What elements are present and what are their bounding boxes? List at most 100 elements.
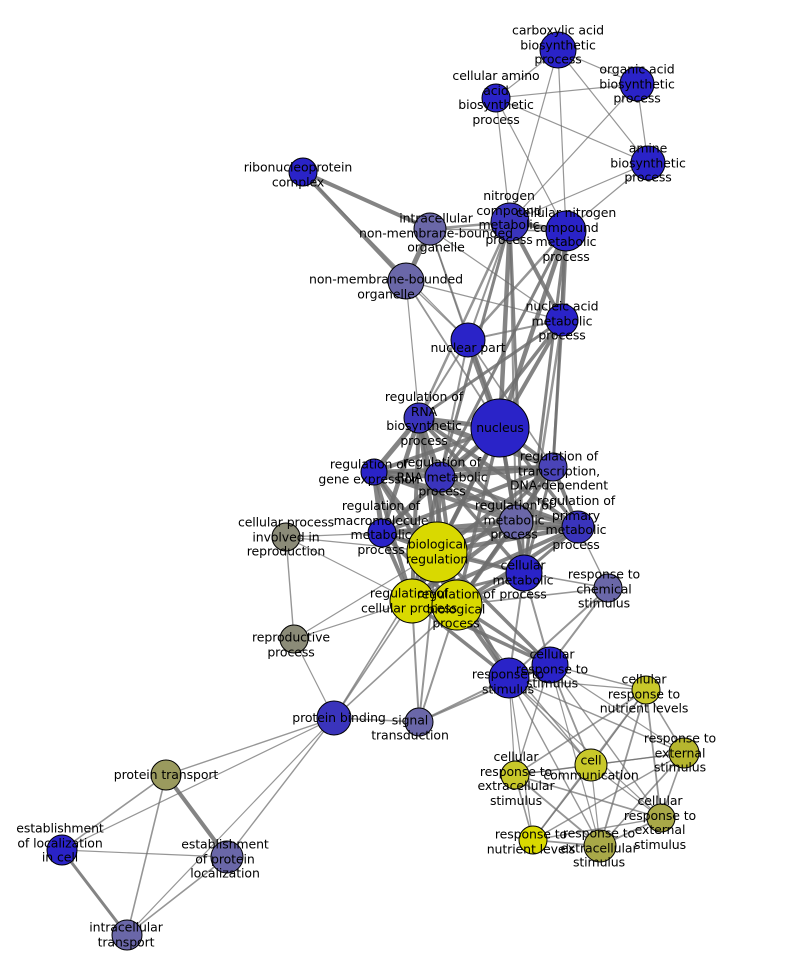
graph-node[interactable] (431, 579, 483, 631)
graph-edge[interactable] (549, 664, 662, 819)
graph-edge[interactable] (429, 228, 563, 321)
graph-node[interactable] (583, 829, 617, 863)
graph-edge[interactable] (514, 774, 662, 819)
graph-edge[interactable] (417, 220, 512, 420)
graph-node[interactable] (490, 202, 530, 242)
graph-edge[interactable] (509, 83, 638, 223)
graph-node[interactable] (450, 322, 486, 358)
graph-node[interactable] (498, 504, 534, 540)
graph-edge[interactable] (514, 664, 551, 776)
graph-edge[interactable] (551, 318, 564, 469)
graph-edge[interactable] (439, 339, 469, 478)
graph-node[interactable] (630, 145, 666, 181)
graph-node[interactable] (545, 210, 587, 252)
graph-edge[interactable] (557, 49, 649, 164)
graph-node[interactable] (360, 458, 388, 486)
graph-node[interactable] (111, 919, 143, 951)
graph-edge[interactable] (302, 171, 469, 341)
graph-node[interactable] (545, 303, 579, 337)
graph-edge[interactable] (532, 817, 662, 841)
graph-edge[interactable] (126, 717, 335, 936)
graph-edge[interactable] (508, 677, 534, 841)
graph-node[interactable] (288, 157, 318, 187)
graph-edge[interactable] (495, 97, 511, 223)
graph-node[interactable] (538, 452, 568, 482)
graph-edge[interactable] (285, 536, 413, 602)
graph-edge[interactable] (514, 774, 601, 847)
graph-edge[interactable] (508, 677, 685, 754)
graph-node[interactable] (500, 760, 530, 790)
graph-node[interactable] (279, 624, 309, 654)
graph-edge[interactable] (466, 229, 568, 342)
graph-node[interactable] (403, 402, 435, 434)
graph-node[interactable] (210, 840, 244, 874)
graph-edge[interactable] (372, 470, 580, 529)
graph-edge[interactable] (301, 170, 432, 231)
graph-edge[interactable] (497, 219, 513, 431)
graph-edge[interactable] (61, 717, 335, 851)
graph-edge[interactable] (380, 465, 555, 535)
graph-edge[interactable] (495, 97, 567, 232)
graph-node[interactable] (488, 657, 530, 699)
graph-edge[interactable] (467, 221, 511, 341)
graph-edge[interactable] (333, 551, 438, 719)
graph-edge[interactable] (285, 536, 295, 640)
graph-edge[interactable] (509, 162, 649, 223)
graph-node[interactable] (539, 31, 577, 69)
graph-node[interactable] (518, 825, 548, 855)
graph-edge[interactable] (285, 532, 383, 538)
graph-node[interactable] (505, 554, 543, 592)
graph-node[interactable] (481, 83, 511, 113)
graph-edge[interactable] (509, 49, 559, 223)
graph-edge[interactable] (60, 848, 129, 937)
graph-node[interactable] (470, 398, 530, 458)
graph-node[interactable] (389, 578, 435, 624)
graph-node[interactable] (406, 521, 468, 583)
graph-edge[interactable] (333, 600, 413, 719)
graph-edge[interactable] (405, 280, 420, 419)
graph-edge[interactable] (495, 83, 638, 99)
graph-edge[interactable] (455, 426, 502, 607)
graph-edge[interactable] (371, 464, 556, 475)
graph-edge[interactable] (126, 774, 167, 936)
graph-edge[interactable] (497, 228, 569, 431)
graph-node[interactable] (150, 759, 182, 791)
graph-node[interactable] (46, 834, 78, 866)
graph-node[interactable] (271, 522, 301, 552)
graph-edge[interactable] (599, 752, 685, 847)
graph-edge[interactable] (333, 604, 458, 719)
graph-edge[interactable] (495, 97, 649, 164)
graph-node[interactable] (367, 518, 397, 548)
graph-edge[interactable] (405, 280, 563, 321)
graph-edge[interactable] (508, 677, 647, 691)
graph-node[interactable] (631, 675, 661, 705)
graph-edge[interactable] (532, 752, 685, 841)
graph-node[interactable] (316, 700, 352, 736)
graph-edge[interactable] (61, 774, 167, 851)
graph-edge[interactable] (126, 856, 228, 936)
graph-node[interactable] (424, 461, 456, 493)
graph-edge[interactable] (61, 849, 228, 858)
graph-node[interactable] (531, 646, 569, 684)
graph-edge[interactable] (599, 689, 647, 847)
graph-edge[interactable] (557, 49, 567, 232)
graph-node[interactable] (404, 707, 434, 737)
graph-node[interactable] (668, 737, 700, 769)
graph-edge[interactable] (549, 664, 601, 847)
graph-edge[interactable] (645, 689, 662, 819)
graph-edge[interactable] (417, 318, 564, 420)
graph-edge[interactable] (165, 717, 335, 776)
graph-node[interactable] (593, 573, 623, 603)
graph-node[interactable] (646, 803, 676, 833)
graph-node[interactable] (413, 212, 447, 246)
graph-node[interactable] (387, 262, 425, 300)
graph-edge[interactable] (514, 689, 647, 776)
graph-node[interactable] (619, 66, 655, 102)
graph-edge[interactable] (438, 475, 580, 529)
graph-edge[interactable] (438, 318, 564, 479)
graph-edge[interactable] (226, 717, 335, 858)
graph-edge[interactable] (164, 773, 229, 859)
graph-edge[interactable] (508, 587, 609, 679)
graph-node[interactable] (561, 510, 595, 544)
